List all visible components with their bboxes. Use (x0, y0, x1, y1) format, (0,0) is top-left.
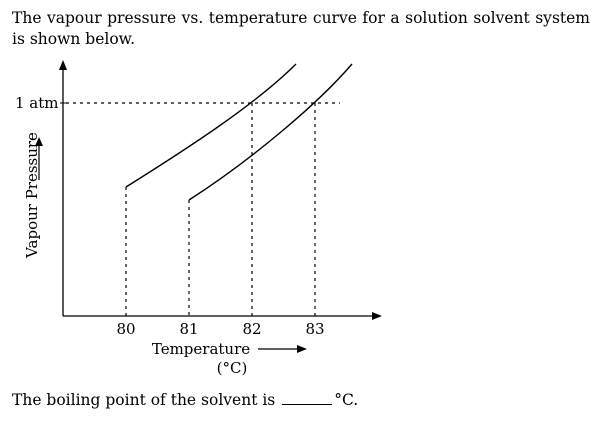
answer-blank[interactable] (282, 390, 333, 405)
y-axis-arrowhead (59, 60, 67, 70)
x-label-arrowhead (297, 345, 307, 353)
x-axis-unit: (°C) (217, 359, 248, 377)
curve-solution (188, 63, 353, 201)
x-tick-label: 81 (179, 320, 198, 338)
y-axis-label-group: Vapour Pressure (23, 132, 41, 259)
fill-in-prompt: The boiling point of the solvent is °C. (12, 390, 358, 409)
y-label-arrowhead (35, 137, 43, 146)
x-axis-label: Temperature (152, 340, 250, 358)
prompt-before-text: The boiling point of the solvent is (12, 391, 276, 409)
x-tick-label: 83 (305, 320, 324, 338)
prompt-after-text: °C. (334, 391, 359, 409)
x-tick-label: 82 (242, 320, 261, 338)
x-axis-arrowhead (372, 312, 382, 320)
x-tick-label: 80 (116, 320, 135, 338)
y-axis-label: Vapour Pressure (23, 132, 41, 259)
one-atm-label: 1 atm (15, 94, 59, 112)
curve-solvent (125, 63, 297, 188)
question-text: The vapour pressure vs. temperature curv… (12, 9, 590, 48)
